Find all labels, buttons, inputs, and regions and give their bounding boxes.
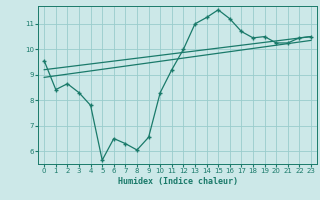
X-axis label: Humidex (Indice chaleur): Humidex (Indice chaleur)	[118, 177, 238, 186]
